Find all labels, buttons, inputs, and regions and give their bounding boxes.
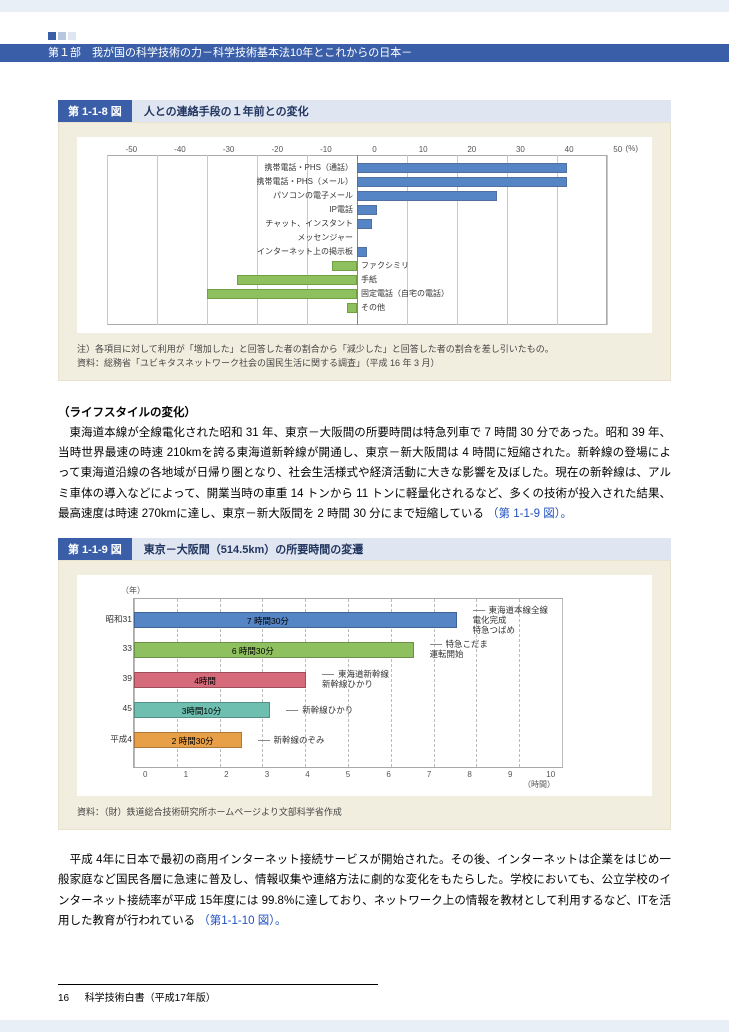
- figure-label-title: 人との連絡手段の１年前との変化: [132, 100, 671, 122]
- chart-row: 固定電話（自宅の電話）: [107, 287, 607, 301]
- doc-title: 科学技術白書（平成17年版）: [85, 993, 216, 1004]
- chart-row: IP電話: [107, 203, 607, 217]
- figure-label-title: 東京－大阪間（514.5km）の所要時間の変遷: [132, 538, 671, 560]
- chart-row: 453時間10分新幹線ひかり: [134, 699, 562, 721]
- breadcrumb: 第１部 我が国の科学技術の力－科学技術基本法10年とこれからの日本－: [0, 44, 729, 62]
- chart-row: 昭和317 時間30分東海道本線全線電化完成特急つばめ: [134, 609, 562, 631]
- header-squares: [0, 12, 729, 42]
- chart-row: その他: [107, 301, 607, 315]
- chart-row: ファクシミリ: [107, 259, 607, 273]
- figure-label-number: 第 1-1-9 図: [58, 538, 132, 560]
- chart-row: パソコンの電子メール: [107, 189, 607, 203]
- chart-row: 394時間東海道新幹線新幹線ひかり: [134, 669, 562, 691]
- body-paragraph-internet: 平成 4年に日本で最初の商用インターネット接続サービスが開始された。その後、イン…: [58, 850, 671, 931]
- figure-1-1-9: 第 1-1-9 図 東京－大阪間（514.5km）の所要時間の変遷 （年）昭和3…: [58, 538, 671, 831]
- chart-caption: 資料：（財）鉄道総合技術研究所ホームページより文部科学省作成: [77, 806, 652, 820]
- page-footer: 16 科学技術白書（平成17年版）: [58, 984, 378, 1004]
- figure-label-number: 第 1-1-8 図: [58, 100, 132, 122]
- chart-row: 336 時間30分特急こだま運転開始: [134, 639, 562, 661]
- chart-row: 平成42 時間30分新幹線のぞみ: [134, 729, 562, 751]
- figure-1-1-8: 第 1-1-8 図 人との連絡手段の１年前との変化 -50-40-30-20-1…: [58, 100, 671, 381]
- chart-row: 手紙: [107, 273, 607, 287]
- topbar-stripe: [0, 0, 729, 12]
- page-number: 16: [58, 993, 69, 1004]
- chart-caption: 注）各項目に対して利用が「増加した」と回答した者の割合から「減少した」と回答した…: [77, 343, 652, 370]
- chart-row: チャット、インスタント: [107, 217, 607, 231]
- bottombar-stripe: [0, 1020, 729, 1032]
- chart-row: 携帯電話・PHS（メール）: [107, 175, 607, 189]
- chart-row: メッセンジャー: [107, 231, 607, 245]
- chart-row: インターネット上の掲示板: [107, 245, 607, 259]
- chart-row: 携帯電話・PHS（通話）: [107, 161, 607, 175]
- paragraph-heading: （ライフスタイルの変化）: [58, 403, 671, 423]
- body-paragraph-lifestyle: （ライフスタイルの変化） 東海道本線が全線電化された昭和 31 年、東京－大阪間…: [58, 403, 671, 524]
